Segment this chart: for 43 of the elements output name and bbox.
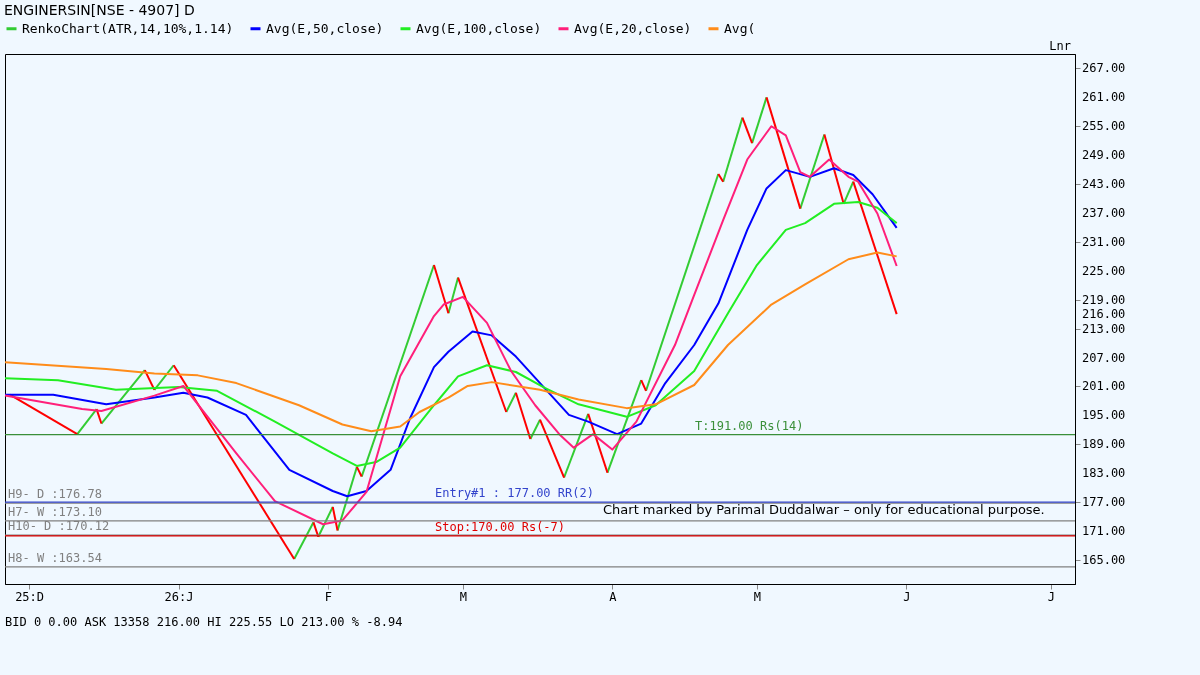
legend-label: Avg( xyxy=(724,20,756,36)
ref-line-label: Entry#1 : 177.00 RR(2) xyxy=(435,486,594,501)
y-tick-label: 225.00 xyxy=(1082,263,1126,278)
y-tick-label: 183.00 xyxy=(1082,466,1126,481)
x-tick-label: A xyxy=(609,589,618,604)
ref-line-label: H7- W :173.10 xyxy=(8,504,102,519)
x-tick-label: 26:J xyxy=(164,589,194,604)
y-tick-label: 201.00 xyxy=(1082,379,1126,394)
x-tick-label: F xyxy=(324,589,333,604)
ref-line-label: Stop:170.00 Rs(-7) xyxy=(435,519,566,534)
y-tick-label: 177.00 xyxy=(1082,495,1126,510)
text: BID 0 0.00 ASK 13358 216.00 HI 225.55 LO 213.00 % -8.94 xyxy=(5,615,403,629)
ref-line-label: H10- D :170.12 xyxy=(8,519,110,534)
y-tick-label: 231.00 xyxy=(1082,234,1126,249)
chart-title: ENGINERSIN[NSE - 4907] D xyxy=(4,2,195,18)
y-tick-label: 189.00 xyxy=(1082,437,1126,452)
ref-line-label: H9- D :176.78 xyxy=(8,487,102,502)
y-tick-label: 219.00 xyxy=(1082,292,1126,307)
y-tick-label: 207.00 xyxy=(1082,350,1126,365)
y-tick-label: 261.00 xyxy=(1082,90,1126,105)
text: Lnr xyxy=(1049,39,1071,53)
legend-label: RenkoChart(ATR,14,10%,1.14) xyxy=(22,20,234,36)
y-tick-label: 249.00 xyxy=(1082,148,1126,163)
x-tick-label: J xyxy=(903,589,911,604)
legend-label: Avg(E,100,close) xyxy=(416,20,542,36)
y-tick-label: 243.00 xyxy=(1082,177,1126,192)
ref-line-label: H8- W :163.54 xyxy=(8,550,102,565)
y-tick-label: 255.00 xyxy=(1082,119,1126,134)
ref-line-label: T:191.00 Rs(14) xyxy=(695,418,804,433)
y-tick-label: 165.00 xyxy=(1082,552,1126,567)
x-tick-label: M xyxy=(459,589,467,604)
y-tick-label: 216.00 xyxy=(1082,307,1126,322)
legend-label: Avg(E,50,close) xyxy=(266,20,384,36)
y-tick-label: 171.00 xyxy=(1082,524,1126,538)
y-tick-label: 195.00 xyxy=(1082,408,1126,423)
legend-label: Avg(E,20,close) xyxy=(574,20,692,36)
x-tick-label: 25:D xyxy=(15,589,45,604)
x-tick-label: J xyxy=(1047,589,1056,604)
annotation: Chart marked by Parimal Duddalwar – only for educational purpose. xyxy=(603,502,1045,517)
y-tick-label: 237.00 xyxy=(1082,206,1126,220)
y-tick-label: 267.00 xyxy=(1082,61,1126,76)
y-tick-label: 213.00 xyxy=(1082,321,1126,336)
x-tick-label: M xyxy=(753,589,762,604)
